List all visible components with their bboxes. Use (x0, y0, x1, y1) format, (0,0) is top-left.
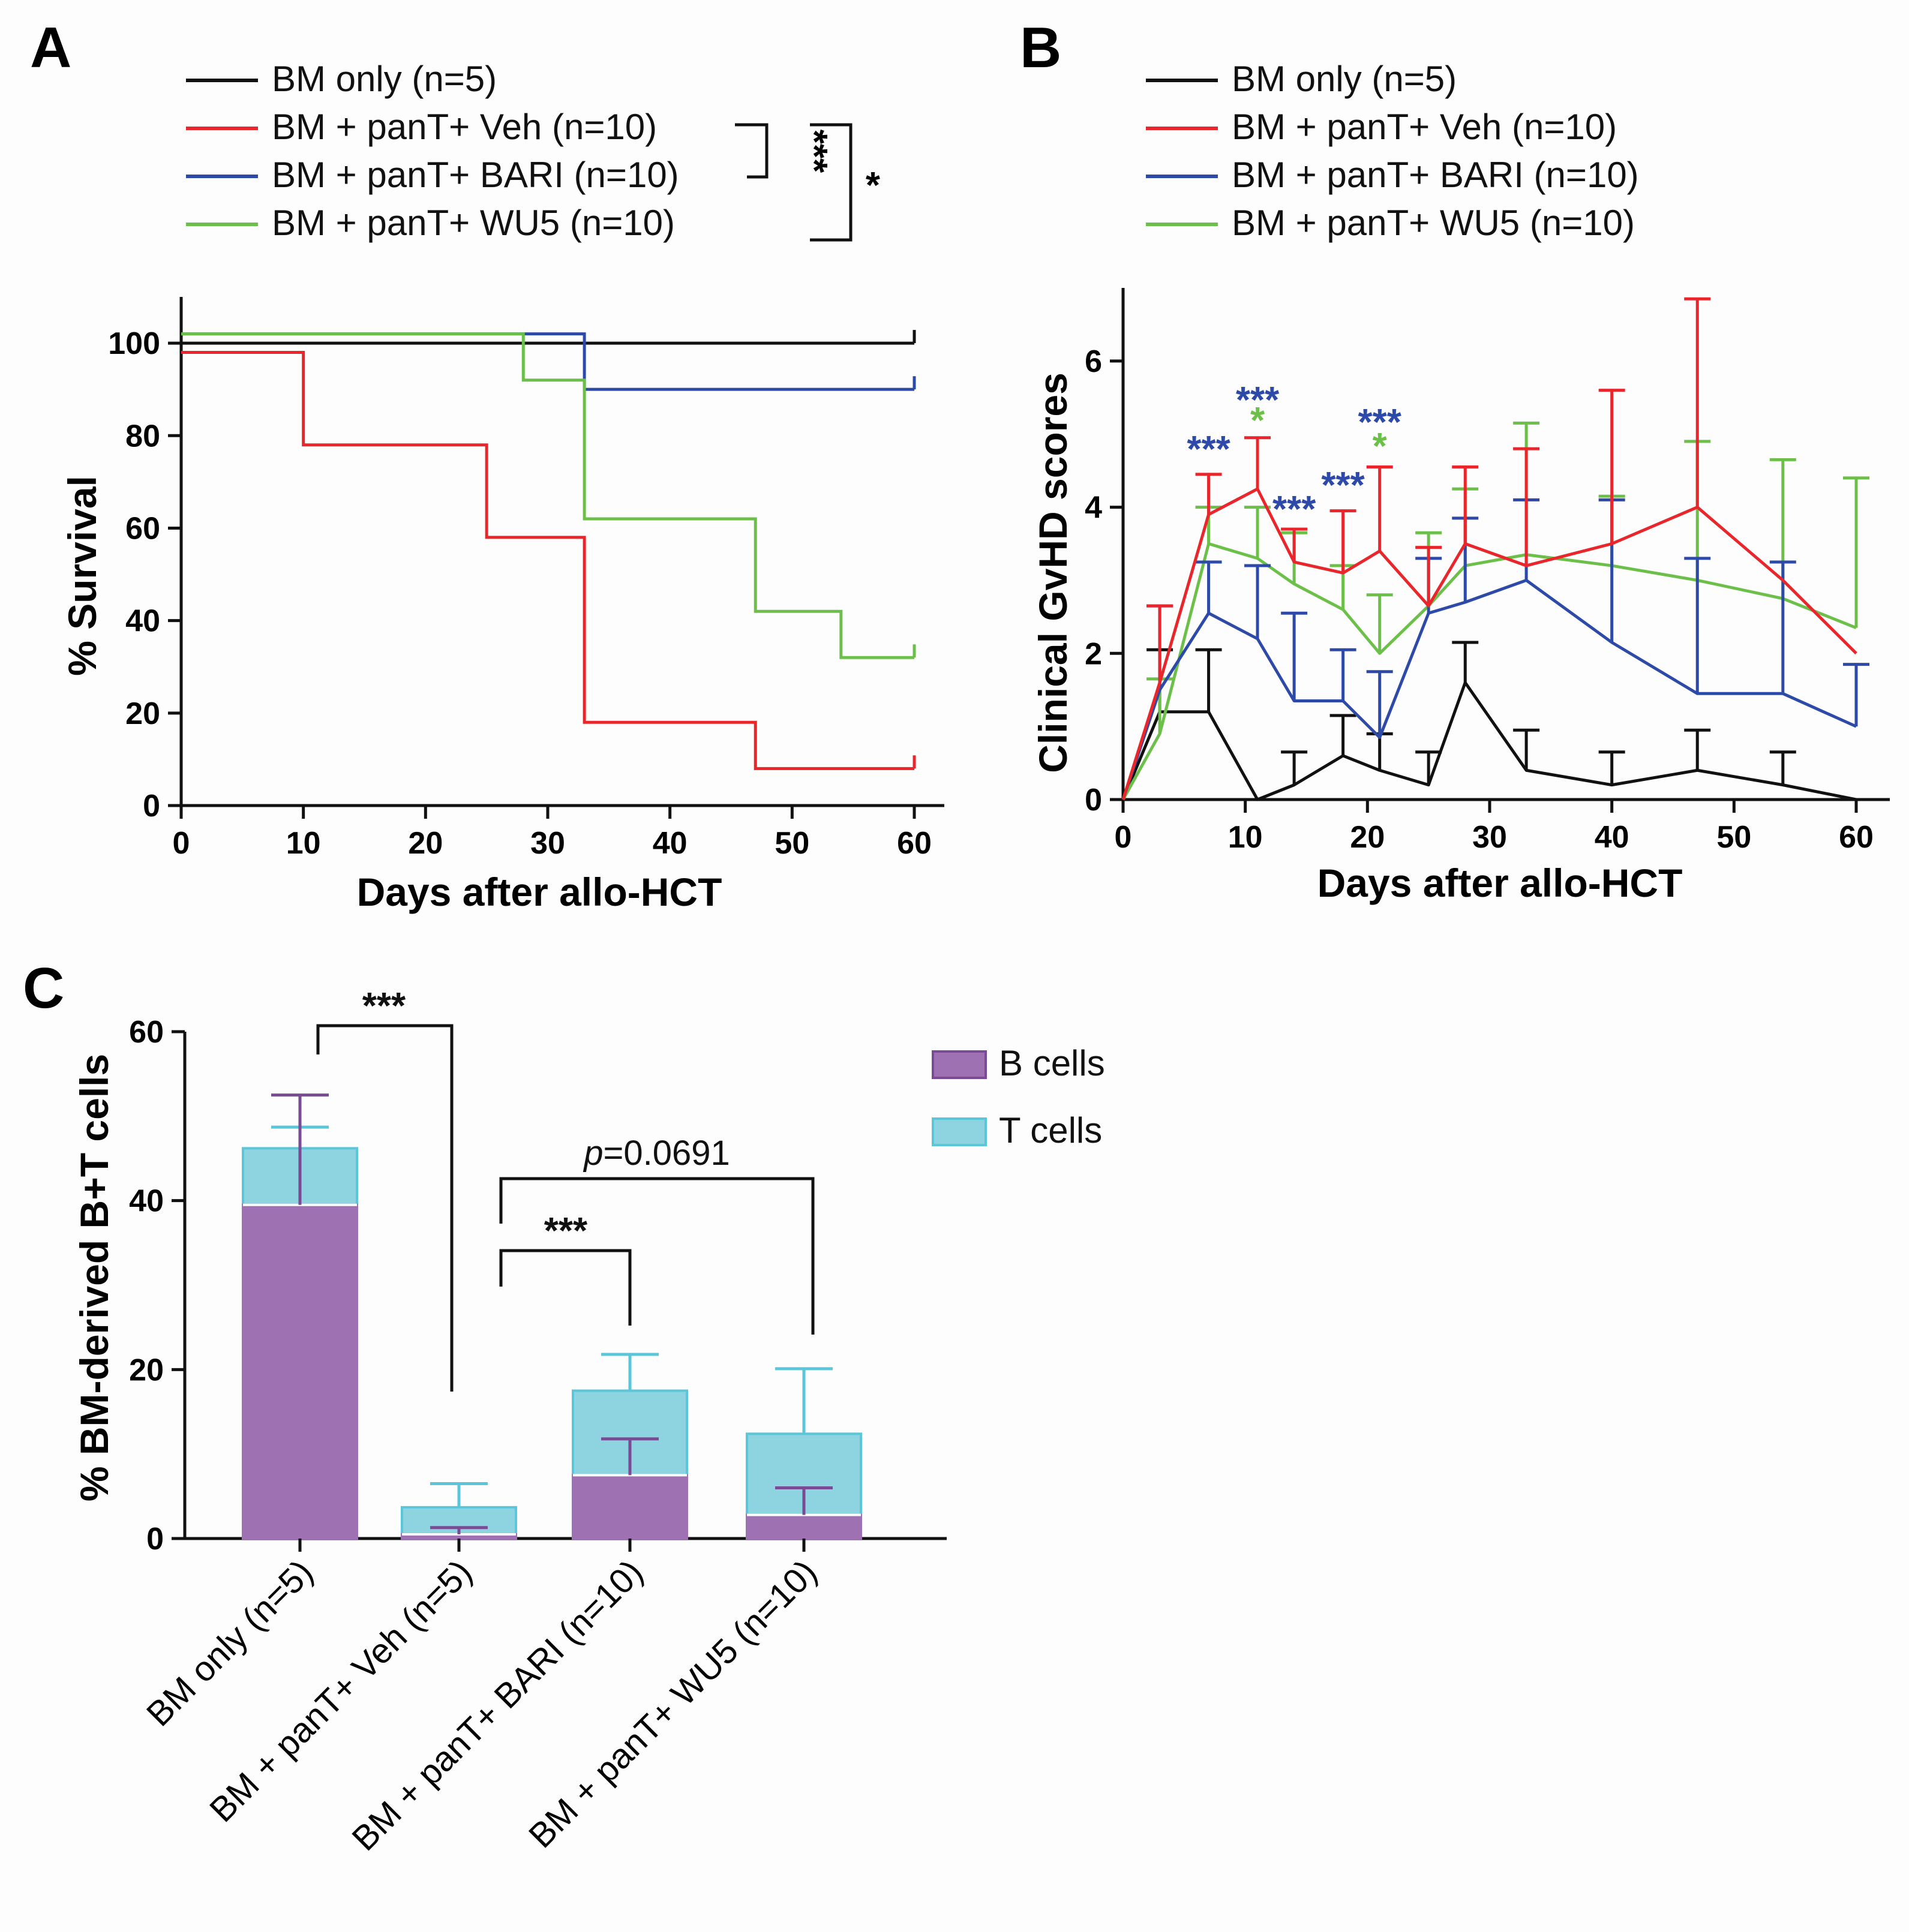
x-axis-label-b: Days after allo-HCT (1317, 861, 1683, 905)
comparison-bracket (316, 1024, 454, 1392)
x-tick-label-a: 30 (530, 826, 565, 861)
comparison-bracket (499, 1249, 632, 1326)
y-tick-label-a: 80 (125, 419, 160, 453)
bar-b-cells (572, 1474, 688, 1540)
survival-curve-bm-pant-veh-n-10 (181, 351, 914, 770)
comparison-bracket (499, 1177, 815, 1335)
significance-star: *** (1236, 380, 1280, 421)
x-tick-label-a: 40 (653, 826, 688, 861)
y-tick-label-b: 2 (1085, 636, 1102, 671)
x-tick-label-a: 50 (775, 826, 809, 861)
line-bm-only-n-5 (1121, 681, 1857, 801)
legend-swatch-t-cells (932, 1117, 987, 1146)
significance-star: *** (1272, 489, 1316, 530)
sig-label-veh-wu5: * (866, 165, 881, 206)
line-bm-pant-bari-n-10 (1121, 578, 1857, 800)
significance-star: * (1373, 426, 1388, 467)
plot-a: 0 20 40 60 80 100 0 10 20 30 40 50 60 (108, 297, 944, 861)
x-tick-label-b: 50 (1716, 820, 1751, 855)
sig-label-veh-bari: *** (793, 130, 835, 173)
p-value-italic: p (583, 1134, 603, 1173)
y-tick-label-a: 60 (125, 511, 160, 546)
y-tick-label-a: 0 (143, 789, 160, 824)
y-tick-label-b: 6 (1085, 344, 1102, 379)
legend-label-bm-only-n-5: BM only (n=5) (272, 59, 497, 99)
x-tick-label-a: 0 (173, 826, 190, 861)
y-axis-label-a: % Survival (60, 476, 104, 676)
significance-star: *** (1358, 402, 1402, 443)
panel-label-a: A (30, 16, 71, 80)
legend-label-bm-pant-veh-n-10: BM + panT+ Veh (n=10) (1232, 107, 1617, 147)
x-tick-label-b: 60 (1839, 820, 1874, 855)
y-tick-label-c: 40 (129, 1184, 164, 1219)
y-axis-label-b: Clinical GvHD scores (1031, 372, 1075, 773)
x-tick-label-a: 20 (408, 826, 443, 861)
legend-label-bm-pant-wu5-n-10: BM + panT+ WU5 (n=10) (272, 203, 675, 243)
legend-label-bm-pant-bari-n-10: BM + panT+ BARI (n=10) (1232, 155, 1639, 195)
significance-star: * (1250, 400, 1265, 441)
comparison-p-value: p=0.0691 (583, 1134, 730, 1173)
legend-label-bm-pant-wu5-n-10: BM + panT+ WU5 (n=10) (1232, 203, 1635, 243)
survival-curve-bm-pant-wu5-n-10 (181, 332, 914, 659)
legend-label-bm-only-n-5: BM only (n=5) (1232, 59, 1457, 99)
bracket-veh-bari (735, 123, 769, 179)
legend-swatch-b-cells (932, 1050, 987, 1079)
x-tick-label-b: 0 (1115, 820, 1132, 855)
x-tick-label-b: 10 (1228, 820, 1263, 855)
y-tick-label-a: 40 (125, 604, 160, 639)
y-tick-label-c: 20 (129, 1353, 164, 1387)
panel-label-c: C (23, 956, 64, 1020)
significance-star: *** (1321, 465, 1365, 506)
bar-b-cells (746, 1513, 862, 1540)
x-tick-label-b: 40 (1595, 820, 1629, 855)
line-bm-pant-veh-n-10 (1121, 487, 1857, 800)
legend-a: BM only (n=5) BM + panT+ Veh (n=10) BM + p… (186, 59, 679, 243)
y-axis-label-c: % BM-derived B+T cells (72, 1054, 116, 1501)
line-bm-pant-wu5-n-10 (1121, 542, 1857, 801)
bar-b-cells (242, 1203, 358, 1540)
legend-label-bm-pant-bari-n-10: BM + panT+ BARI (n=10) (272, 155, 679, 195)
legend-b: BM only (n=5) BM + panT+ Veh (n=10) BM + p… (1146, 59, 1639, 243)
legend-c: B cells T cells (932, 1043, 1105, 1150)
x-tick-label-a: 10 (286, 826, 321, 861)
panel-label-b: B (1020, 16, 1061, 80)
p-value-number: =0.0691 (603, 1134, 730, 1173)
bracket-veh-wu5 (810, 123, 853, 242)
y-tick-label-b: 0 (1085, 783, 1102, 818)
significance-star: *** (1187, 429, 1230, 470)
comparison-label: *** (544, 1210, 588, 1252)
legend-label-t-cells: T cells (999, 1110, 1102, 1150)
significance-brackets-a (735, 123, 853, 242)
legend-label-bm-pant-veh-n-10: BM + panT+ Veh (n=10) (272, 107, 657, 147)
x-tick-label-a: 60 (897, 826, 932, 861)
x-tick-label-b: 20 (1350, 820, 1385, 855)
legend-label-b-cells: B cells (999, 1043, 1105, 1083)
y-tick-label-a: 20 (125, 696, 160, 731)
y-tick-label-c: 0 (146, 1522, 164, 1557)
y-tick-label-c: 60 (129, 1015, 164, 1050)
y-tick-label-a: 100 (108, 326, 160, 361)
x-axis-label-a: Days after allo-HCT (357, 870, 722, 914)
x-tick-label-b: 30 (1472, 820, 1507, 855)
y-tick-label-b: 4 (1085, 491, 1102, 525)
comparison-label: *** (362, 985, 406, 1027)
